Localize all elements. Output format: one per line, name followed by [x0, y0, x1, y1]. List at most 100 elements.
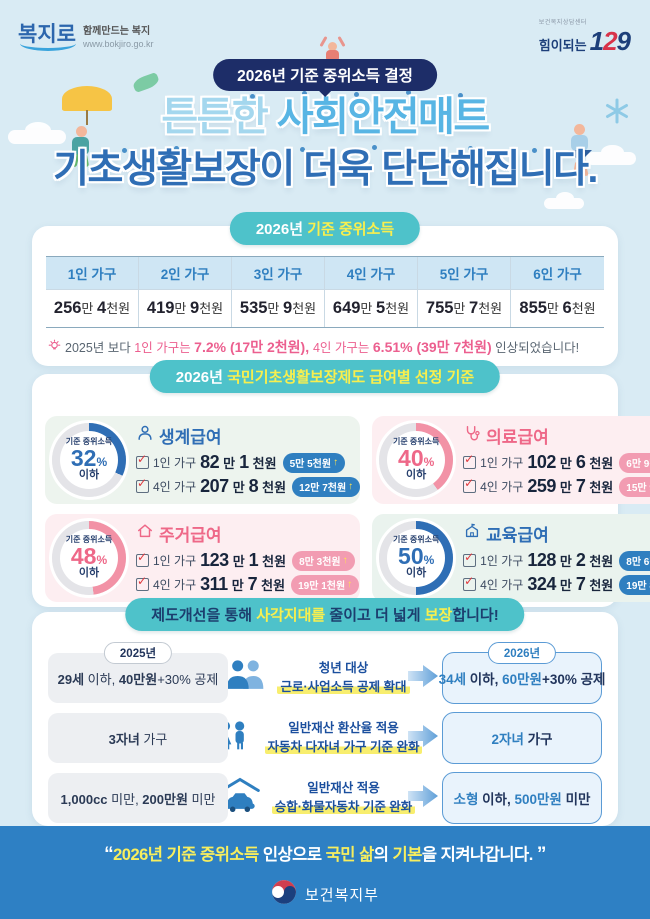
red-check-checkbox	[136, 452, 149, 469]
person-icon	[136, 424, 154, 447]
benefit-title: 생계급여	[159, 428, 222, 447]
jumping-child-decoration	[558, 118, 608, 208]
dot-decoration	[372, 145, 377, 150]
table-cell: 419만 9천원	[139, 289, 232, 327]
right-arrow-icon	[408, 783, 438, 814]
up-arrow-icon: ↑	[342, 555, 348, 566]
footer-quote: “2026년 기준 중위소득 인상으로 국민 삶의 기본을 지켜나갑니다. ”	[104, 844, 546, 865]
cloud-decoration	[8, 122, 66, 144]
change-description: 청년 대상 근로·사업소득 공제 확대	[277, 659, 410, 698]
increase-note: 2025년 보다 1인 가구는 7.2% (17만 2천원), 4인 가구는 6…	[48, 337, 602, 357]
column-header: 5인 가구	[418, 257, 511, 289]
right-arrow-icon	[408, 723, 438, 754]
lightbulb-icon	[48, 339, 61, 356]
increase-badge: 8만 6천원↑	[619, 550, 650, 571]
cloud-decoration	[544, 191, 584, 209]
median-income-card-title: 2026년 기준 중위소득	[229, 212, 421, 245]
percent-value: 48%	[70, 543, 108, 570]
after-box: 소형 이하, 500만원 미만	[442, 772, 602, 824]
column-header: 4인 가구	[325, 257, 418, 289]
red-check-checkbox	[463, 452, 477, 469]
dot-decoration	[532, 148, 537, 153]
benefit-title: 교육급여	[486, 526, 549, 545]
people-icon	[222, 657, 268, 700]
up-arrow-icon: ↑	[348, 481, 354, 492]
table-header-row: 1인 가구 2인 가구 3인 가구 4인 가구 5인 가구 6인 가구	[46, 257, 604, 289]
year-2026-pill: 2026년	[487, 642, 557, 664]
red-check-checkbox	[136, 550, 149, 567]
dot-decoration	[302, 91, 307, 96]
up-arrow-icon: ↑	[333, 457, 339, 468]
footer-band: “2026년 기준 중위소득 인상으로 국민 삶의 기본을 지켜나갑니다. ” …	[0, 826, 650, 919]
after-box: 2자녀 가구	[442, 712, 602, 764]
before-box: 3자녀 가구	[48, 713, 228, 763]
stethoscope-icon	[463, 424, 481, 447]
percent-donut: 기준 중위소득 40% 이하	[379, 423, 454, 497]
red-check-checkbox	[463, 550, 477, 567]
decision-badge: 2026년 기준 중위소득 결정	[213, 59, 437, 91]
improvement-row-children: 3자녀 가구 일반재산 환산율 적용 자동차 다자녀 가구 기준 완화 2자녀 가…	[48, 712, 602, 764]
change-description: 일반재산 환산율 적용 자동차 다자녀 가구 기준 완화	[264, 719, 423, 758]
ministry-signature: 보건복지부	[0, 879, 650, 910]
percent-donut: 기준 중위소득 48% 이하	[52, 521, 126, 595]
dot-decoration	[406, 90, 411, 95]
red-check-checkbox	[136, 574, 149, 591]
dot-decoration	[122, 148, 127, 153]
column-header: 1인 가구	[46, 257, 139, 289]
column-header: 6인 가구	[511, 257, 604, 289]
bokjiro-tagline: 함께만드는 복지	[82, 26, 151, 37]
increase-badge: 8만 3천원 ↑	[292, 550, 355, 571]
percent-value: 50%	[398, 543, 435, 570]
table-cell: 256만 4천원	[46, 289, 139, 327]
cloud-decoration	[586, 144, 636, 165]
change-description: 일반재산 적용 승합·화물자동차 기준 완화	[271, 779, 416, 818]
call-129-subtitle: 보건복지상담센터	[538, 20, 587, 26]
taegeuk-emblem-icon	[271, 879, 297, 910]
dot-decoration	[300, 147, 305, 152]
improvement-rows: 2025년 29세 이하, 40만원+30% 공제 청년 대상 근로·사업소득 공…	[48, 642, 605, 832]
improvement-row-youth: 2025년 29세 이하, 40만원+30% 공제 청년 대상 근로·사업소득 공…	[48, 642, 605, 704]
bokjiro-logo: 복지로 함께만드는 복지 www.bokjiro.go.kr	[18, 24, 154, 51]
column-header: 3인 가구	[232, 257, 325, 289]
leaf-decoration	[131, 71, 161, 94]
percent-donut: 기준 중위소득 50% 이하	[379, 521, 454, 595]
dot-decoration	[250, 94, 255, 99]
call-129-logo: 보건복지상담센터 힘이되는 129	[538, 20, 631, 54]
table-value-row: 256만 4천원 419만 9천원 535만 9천원 649만 5천원 755만…	[46, 289, 604, 327]
table-cell: 855만 6천원	[511, 289, 604, 327]
before-box: 2025년 29세 이하, 40만원+30% 공제	[48, 642, 228, 703]
increase-badge: 19만 1천원 ↑	[291, 574, 360, 595]
red-check-checkbox	[463, 574, 477, 591]
percent-value: 40%	[398, 445, 435, 472]
increase-badge: 6만 9천원↑	[619, 452, 650, 473]
improvement-row-vehicle: 1,000cc 미만, 200만원 미만 일반재산 적용 승합·화물자동차 기준 …	[48, 772, 602, 824]
main-title-line1: 튼튼한 사회안전매트	[161, 95, 490, 139]
percent-value: 32%	[70, 445, 108, 472]
percent-donut: 기준 중위소득 32% 이하	[52, 423, 126, 497]
dot-decoration	[468, 146, 473, 151]
bokjiro-url: www.bokjiro.go.kr	[82, 38, 154, 49]
dot-decoration	[458, 93, 463, 98]
umbrella-person-decoration	[50, 86, 122, 186]
benefit-title: 주거급여	[159, 526, 222, 545]
median-income-card: 2026년 기준 중위소득 1인 가구 2인 가구 3인 가구 4인 가구 5인…	[32, 212, 618, 366]
red-check-checkbox	[136, 476, 149, 493]
red-check-checkbox	[463, 476, 477, 493]
right-arrow-icon	[408, 663, 438, 694]
asterisk-decoration	[604, 98, 630, 129]
dot-decoration	[174, 146, 179, 151]
increase-badge: 19만 8천원↑	[619, 574, 650, 595]
table-cell: 649만 5천원	[325, 289, 418, 327]
benefit-criteria-card-title: 2026년 국민기초생활보장제도 급여별 선정 기준	[149, 360, 501, 393]
